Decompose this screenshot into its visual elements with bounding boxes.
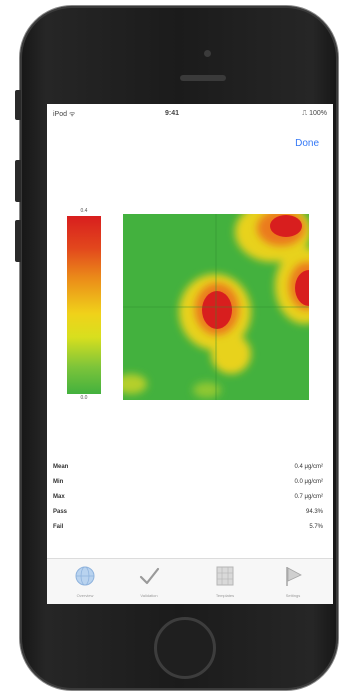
tab-templates[interactable]: Templates <box>197 565 253 598</box>
heatmap-peak-regions <box>202 215 309 329</box>
tab-bar: Overview Validation Templates Settings <box>47 558 333 604</box>
earpiece-speaker <box>180 75 226 81</box>
mute-switch <box>15 90 21 120</box>
grid-icon <box>216 566 234 586</box>
done-button[interactable]: Done <box>295 138 319 149</box>
stat-row-max: Max 0.7 μg/cm² <box>53 490 327 505</box>
front-camera <box>204 50 211 57</box>
heatmap-image[interactable] <box>123 214 309 400</box>
stat-label: Min <box>53 479 64 485</box>
stat-row-fail: Fail 5.7% <box>53 520 327 535</box>
stat-label: Max <box>53 494 65 500</box>
tab-settings[interactable]: Settings <box>265 565 321 598</box>
tab-label: Templates <box>215 593 235 598</box>
home-button[interactable] <box>154 617 216 679</box>
volume-up-button <box>15 160 21 202</box>
volume-down-button <box>15 220 21 262</box>
stat-label: Pass <box>53 509 68 515</box>
battery-indicator: ⎍ 100% <box>302 110 327 117</box>
stat-row-pass: Pass 94.3% <box>53 505 327 520</box>
colorbar-min-label: 0.0 <box>80 395 88 401</box>
stat-value: 5.7% <box>309 524 323 530</box>
app-screen: iPod ᯤ 9:41 ⎍ 100% Done 0.4 0.0 <box>47 104 333 604</box>
flag-icon <box>286 567 302 586</box>
tab-label: Validation <box>140 593 158 598</box>
stat-value: 0.4 μg/cm² <box>294 464 323 470</box>
stat-value: 0.7 μg/cm² <box>294 494 323 500</box>
clock: 9:41 <box>165 110 180 117</box>
colorbar-legend <box>67 216 101 394</box>
globe-icon <box>75 566 95 586</box>
stat-value: 0.0 μg/cm² <box>294 479 323 485</box>
stat-row-mean: Mean 0.4 μg/cm² <box>53 460 327 475</box>
tab-overview[interactable]: Overview <box>57 565 113 598</box>
carrier-label: iPod ᯤ <box>53 111 76 118</box>
tab-label: Settings <box>285 593 301 598</box>
tab-validation[interactable]: Validation <box>121 565 177 598</box>
status-bar: iPod ᯤ 9:41 ⎍ 100% <box>47 108 333 122</box>
colorbar-max-label: 0.4 <box>80 208 88 214</box>
checkmark-icon <box>139 567 160 585</box>
stat-row-min: Min 0.0 μg/cm² <box>53 475 327 490</box>
stat-value: 94.3% <box>305 509 323 515</box>
heatmap-svg <box>123 214 309 400</box>
stat-label: Fail <box>53 524 64 530</box>
stat-label: Mean <box>53 464 69 470</box>
statistics-panel: Mean 0.4 μg/cm² Min 0.0 μg/cm² Max 0.7 μ… <box>53 460 327 535</box>
tab-label: Overview <box>76 593 94 598</box>
